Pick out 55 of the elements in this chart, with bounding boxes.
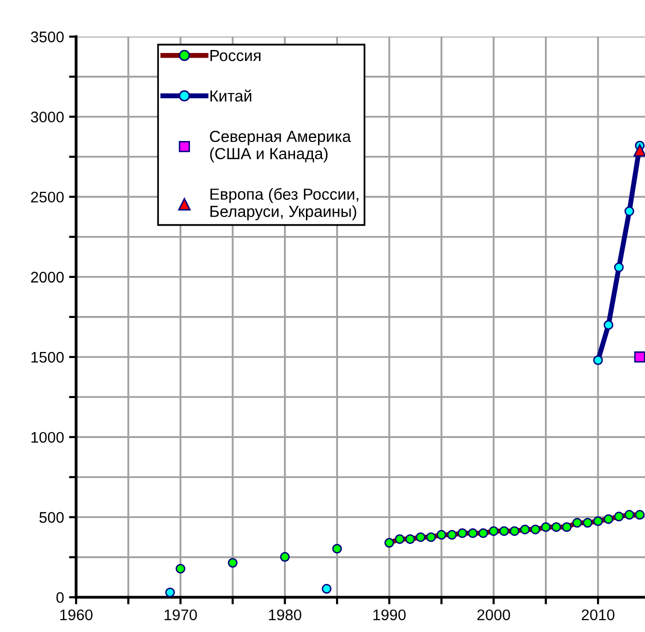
point xyxy=(520,524,530,534)
point xyxy=(322,584,332,594)
point xyxy=(624,510,634,520)
point xyxy=(624,206,634,216)
point xyxy=(416,532,426,542)
point xyxy=(280,552,290,562)
point xyxy=(614,512,624,522)
x-tick-label: 2000 xyxy=(477,609,510,620)
point xyxy=(447,530,457,540)
point xyxy=(634,144,645,157)
point xyxy=(604,514,614,524)
legend-label: Европа (без России, Беларуси, Украины) xyxy=(210,188,358,220)
point xyxy=(551,522,562,532)
point xyxy=(572,518,582,528)
point xyxy=(405,534,415,544)
point xyxy=(510,526,520,536)
point xyxy=(176,564,186,574)
y-tick-label: 1500 xyxy=(31,352,64,363)
point xyxy=(593,516,603,526)
point xyxy=(165,588,175,598)
x-tick-label: 2010 xyxy=(582,609,614,620)
point xyxy=(604,320,614,330)
point xyxy=(540,522,551,532)
point xyxy=(478,528,488,538)
point xyxy=(582,518,592,528)
x-tick-label: 1960 xyxy=(60,609,93,620)
x-tick-label: 1970 xyxy=(164,609,197,620)
point xyxy=(488,526,499,536)
point xyxy=(394,534,405,544)
point xyxy=(332,544,342,554)
point xyxy=(436,530,446,540)
y-tick-label: 500 xyxy=(39,512,64,523)
legend-label: Северная Америка (США и Канада) xyxy=(210,130,351,162)
point xyxy=(384,538,394,548)
y-tick-label: 2500 xyxy=(31,192,64,203)
point xyxy=(634,510,645,520)
point xyxy=(530,524,540,534)
y-tick-label: 3000 xyxy=(30,112,64,122)
y-tick-label: 1000 xyxy=(31,432,64,443)
legend-label: Россия xyxy=(210,50,260,62)
point xyxy=(614,262,624,272)
point xyxy=(634,351,645,363)
point xyxy=(499,526,509,536)
point xyxy=(562,522,572,532)
point xyxy=(593,355,603,366)
legend-label: Китай xyxy=(210,90,252,102)
point xyxy=(426,532,436,542)
x-tick-label: 1990 xyxy=(373,609,406,620)
x-tick-label: 1980 xyxy=(269,609,302,620)
y-tick-label: 0 xyxy=(56,592,64,603)
point xyxy=(457,528,468,538)
y-tick-label: 2000 xyxy=(31,272,64,283)
point xyxy=(228,558,238,568)
point xyxy=(468,528,478,538)
y-tick-label: 3500 xyxy=(30,32,64,42)
